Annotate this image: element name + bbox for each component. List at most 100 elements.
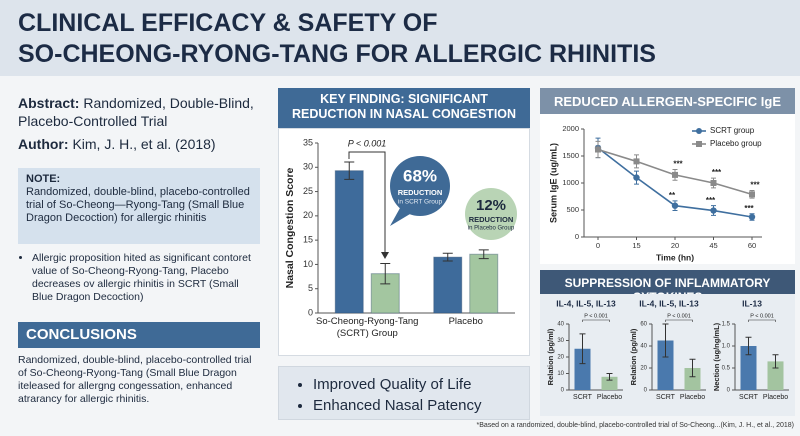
significance: *** (750, 181, 760, 190)
bar (433, 256, 463, 314)
significance: *** (706, 196, 716, 205)
x-tick-label: Placebo (762, 394, 789, 401)
legend-marker (696, 128, 702, 134)
panel-header: KEY FINDING: SIGNIFICANT REDUCTION IN NA… (278, 88, 530, 128)
y-axis-label: Nasal Congestion Score (284, 167, 296, 288)
author-label: Author: (18, 136, 69, 152)
x-tick-label: SCRT (573, 394, 592, 401)
p-value: P < 0.001 (348, 138, 386, 148)
legend-label: Placebo group (710, 139, 762, 148)
point (710, 207, 717, 214)
chart-title: IL-4, IL-5, IL-13 (639, 298, 699, 308)
bullet: Allergic proposition hited as significan… (32, 252, 260, 304)
p-bracket (348, 151, 386, 256)
x-tick-label: SCRT (739, 394, 758, 401)
callout-percent: 12% (476, 197, 506, 214)
title-line: CLINICAL EFFICACY & SAFETY OF (18, 9, 438, 37)
chart-title: IL-4, IL-5, IL-13 (556, 298, 616, 308)
header: CLINICAL EFFICACY & SAFETY OF SO-CHEONG-… (0, 0, 800, 76)
arrow-head (381, 252, 389, 259)
significance: *** (712, 168, 722, 177)
footnote: *Based on a randomized, double-blind, pl… (476, 422, 794, 429)
y-tick-label: 0 (561, 388, 565, 394)
panel-header: SUPPRESSION OF INFLAMMATORY CYTOKINES (540, 270, 795, 304)
title-line: SO-CHEONG-RYONG-TANG FOR ALLERGIC RHINIT… (18, 40, 656, 68)
x-tick-label: Placebo (596, 394, 623, 401)
y-axis-label: Nection (ug/ng/mL) (712, 322, 721, 391)
y-tick-label: 1000 (562, 178, 579, 187)
callout-text: REDUCTION (398, 188, 443, 197)
y-tick-label: 2000 (562, 124, 579, 133)
y-tick-label: 1500 (562, 151, 579, 160)
p-bracket (665, 319, 693, 322)
error-bar (442, 252, 453, 262)
y-axis-label: Relation (pg/ml) (629, 328, 638, 385)
x-tick-label: SCRT (656, 394, 675, 401)
error-bar (662, 323, 669, 358)
bar (574, 348, 591, 390)
legend-marker (696, 141, 702, 147)
error-bar (344, 161, 355, 180)
p-bracket (748, 319, 776, 322)
abstract-text: Randomized, Double-Blind, Placebo-Contro… (18, 95, 254, 129)
bar (334, 170, 364, 314)
y-tick-label: 40 (557, 322, 564, 328)
error-bar (606, 373, 613, 381)
y-tick-label: 0.5 (722, 366, 731, 372)
x-tick-label: 60 (748, 241, 756, 250)
x-tick-label: So-Cheong-Ryong-Tang (SCRT) Group (316, 316, 419, 339)
error-bar (772, 354, 779, 369)
y-tick-label: 1.0 (722, 344, 731, 350)
bar (370, 273, 400, 314)
x-tick-label: 0 (596, 241, 600, 250)
x-tick-label: Placebo (448, 316, 483, 327)
y-tick-label: 10 (557, 371, 564, 377)
callout-text: REDUCTION (469, 215, 514, 224)
point (633, 158, 640, 165)
y-tick-label: 5 (308, 283, 313, 293)
y-tick-label: 40 (640, 344, 647, 350)
error-bar (579, 333, 586, 365)
chart: 0 500 1000 1500 2000 Serum IgE (ug/mL) 0 15 20 45… (540, 114, 795, 264)
callout-note: in SCRT Group (398, 199, 443, 206)
callout-pointer (390, 208, 410, 226)
x-tick-label: 45 (709, 241, 717, 250)
note-label: NOTE: (26, 173, 61, 185)
y-tick-label: 35 (303, 137, 313, 147)
finding: Improved Quality of Life (313, 374, 529, 395)
legend-label: SCRT group (710, 126, 755, 135)
bar (740, 346, 757, 390)
y-tick-label: 0 (727, 388, 731, 394)
y-tick-label: 20 (303, 210, 313, 220)
significance: *** (744, 204, 754, 213)
x-tick-label: Placebo (679, 394, 706, 401)
author-text: Kim, J. H., et al. (2018) (72, 136, 216, 152)
p-value: P < 0.001 (667, 313, 691, 319)
callout-percent: 68% (403, 166, 437, 185)
bar (684, 368, 701, 390)
y-tick-label: 500 (566, 205, 579, 214)
key-findings: Improved Quality of Life Enhanced Nasal … (278, 366, 530, 420)
author: Author: Kim, J. H., et al. (2018) (18, 135, 268, 153)
p-value: P < 0.001 (584, 313, 608, 319)
x-axis-label: Time (hn) (656, 252, 694, 262)
point (671, 202, 679, 209)
point (633, 174, 640, 181)
y-tick-label: 30 (303, 162, 313, 172)
conclusions-text: Randomized, double-blind, placebo-contro… (18, 354, 252, 405)
y-tick-label: 10 (303, 259, 313, 269)
bullet-list: Allergic proposition hited as significan… (18, 252, 260, 304)
x-tick-label: 15 (632, 241, 640, 250)
point (672, 171, 678, 178)
y-axis-label: Relation (pg/ml) (546, 328, 555, 385)
chart-title: IL-13 (742, 298, 762, 308)
point (749, 191, 755, 198)
panel-header: REDUCED ALLERGEN-SPECIFIC IgE (540, 88, 795, 114)
error-bar (478, 249, 489, 260)
callout-bubble (390, 156, 450, 216)
note-text: Randomized, double-blind, placebo-contro… (26, 186, 250, 224)
y-tick-label: 25 (303, 186, 313, 196)
conclusions-header: CONCLUSIONS (18, 322, 260, 348)
error-bar (689, 358, 696, 378)
